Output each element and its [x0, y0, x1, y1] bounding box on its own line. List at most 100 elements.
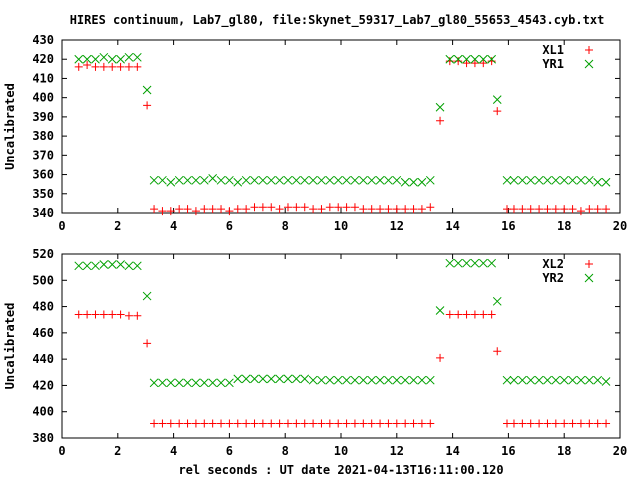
- data-point-yr2: [409, 375, 418, 385]
- data-point-xl1: [91, 62, 100, 71]
- data-point-yr1: [116, 54, 125, 64]
- data-point-xl1: [576, 207, 585, 216]
- data-point-yr2: [250, 374, 259, 384]
- y-tick-label: 520: [32, 247, 54, 261]
- data-point-xl1: [74, 62, 83, 71]
- data-point-yr1: [82, 54, 92, 64]
- y-axis-label: Uncalibrated: [3, 83, 17, 170]
- data-point-xl2: [576, 419, 585, 428]
- data-point-xl1: [384, 205, 393, 214]
- data-point-xl2: [191, 419, 200, 428]
- data-point-yr2: [317, 375, 326, 385]
- data-point-yr2: [551, 375, 561, 385]
- data-point-yr1: [551, 175, 561, 185]
- data-point-xl2: [133, 311, 142, 320]
- data-point-xl1: [585, 205, 594, 214]
- data-point-yr1: [266, 175, 276, 185]
- data-point-xl1: [166, 207, 175, 216]
- legend-marker: [585, 46, 593, 54]
- data-point-yr2: [367, 375, 377, 385]
- data-point-yr1: [568, 175, 577, 185]
- data-point-xl1: [275, 205, 284, 214]
- data-point-xl2: [551, 419, 560, 428]
- data-point-yr1: [233, 177, 243, 187]
- y-tick-label: 340: [32, 206, 54, 220]
- data-point-xl1: [217, 205, 226, 214]
- data-point-yr2: [183, 378, 192, 388]
- data-point-yr1: [367, 175, 377, 185]
- data-point-yr2: [375, 375, 385, 385]
- x-tick-label: 8: [282, 444, 289, 458]
- data-point-xl1: [350, 203, 359, 212]
- y-tick-label: 460: [32, 326, 54, 340]
- data-point-yr1: [487, 54, 497, 64]
- data-point-xl2: [91, 310, 100, 319]
- data-point-xl1: [518, 205, 527, 214]
- data-point-xl2: [300, 419, 309, 428]
- data-point-xl2: [292, 419, 301, 428]
- data-point-yr2: [425, 375, 435, 385]
- y-tick-label: 400: [32, 91, 54, 105]
- data-point-yr1: [425, 175, 435, 185]
- data-point-xl2: [359, 419, 368, 428]
- data-point-yr2: [593, 375, 603, 385]
- data-point-yr2: [492, 296, 502, 306]
- data-point-yr2: [576, 375, 586, 385]
- y-tick-label: 380: [32, 431, 54, 445]
- data-point-yr2: [417, 375, 427, 385]
- data-point-xl1: [99, 62, 108, 71]
- data-point-xl2: [183, 419, 192, 428]
- data-point-xl2: [283, 419, 292, 428]
- data-point-xl2: [124, 311, 133, 320]
- data-point-yr2: [158, 378, 167, 388]
- data-point-xl2: [509, 419, 518, 428]
- data-point-yr2: [116, 260, 125, 269]
- data-point-yr1: [308, 175, 318, 185]
- data-point-xl1: [526, 205, 535, 214]
- data-point-xl1: [317, 205, 326, 214]
- data-point-xl2: [543, 419, 552, 428]
- data-point-yr2: [534, 375, 544, 385]
- data-point-xl2: [275, 419, 284, 428]
- x-tick-label: 4: [170, 219, 177, 233]
- data-point-yr1: [283, 175, 293, 185]
- data-point-xl2: [367, 419, 376, 428]
- data-point-yr2: [216, 378, 226, 388]
- data-point-yr1: [400, 177, 410, 187]
- x-tick-label: 12: [390, 444, 404, 458]
- data-point-yr1: [445, 54, 455, 64]
- data-point-xl1: [292, 203, 301, 212]
- x-tick-label: 12: [390, 219, 404, 233]
- data-point-yr1: [417, 177, 427, 187]
- data-point-xl1: [479, 59, 488, 68]
- x-tick-label: 14: [445, 219, 459, 233]
- data-point-yr1: [593, 177, 603, 187]
- y-tick-label: 430: [32, 33, 54, 47]
- data-point-xl2: [233, 419, 242, 428]
- data-point-yr1: [333, 175, 343, 185]
- data-point-yr1: [142, 85, 152, 95]
- y-tick-label: 390: [32, 110, 54, 124]
- data-point-xl2: [376, 419, 385, 428]
- data-point-xl1: [376, 205, 385, 214]
- data-point-yr1: [392, 175, 402, 185]
- data-point-xl2: [454, 310, 463, 319]
- data-point-yr1: [241, 175, 251, 185]
- x-tick-label: 8: [282, 219, 289, 233]
- data-point-yr2: [342, 375, 351, 385]
- data-point-xl1: [551, 205, 560, 214]
- data-point-yr2: [91, 261, 100, 271]
- data-point-xl2: [409, 419, 418, 428]
- data-point-yr1: [559, 175, 569, 185]
- data-point-xl1: [158, 207, 167, 216]
- data-point-xl2: [493, 347, 502, 356]
- y-tick-label: 380: [32, 129, 54, 143]
- data-point-yr1: [517, 175, 527, 185]
- data-point-xl2: [436, 353, 445, 362]
- data-point-xl2: [225, 419, 234, 428]
- data-point-yr1: [342, 175, 351, 185]
- data-point-xl1: [503, 205, 512, 214]
- data-point-yr1: [375, 175, 385, 185]
